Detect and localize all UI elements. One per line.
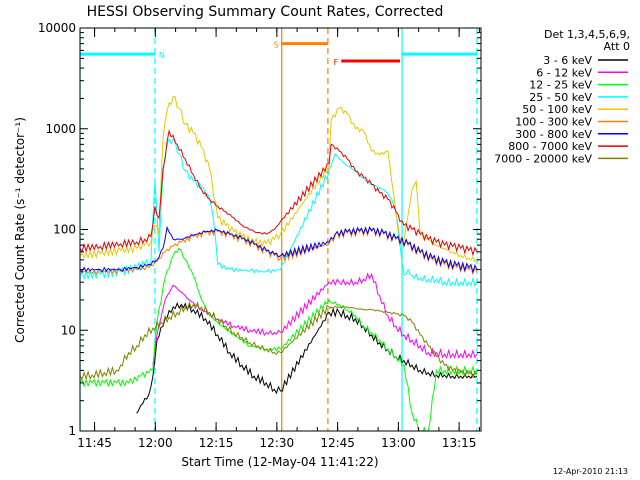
y-axis-label: Corrected Count Rate (s⁻¹ detector⁻¹) [13, 117, 27, 343]
legend-entry-label: 7000 - 20000 keV [494, 152, 592, 165]
x-tick-label: 13:00 [381, 436, 416, 450]
series-line [152, 272, 478, 366]
y-tick-label: 1 [68, 424, 76, 438]
series-line [136, 301, 478, 414]
flare-flag-label: F [334, 58, 339, 67]
y-axis: 1 10 100 1000 10000 [38, 21, 481, 438]
legend-entry-label: 3 - 6 keV [543, 54, 592, 67]
x-tick-label: 12:30 [260, 436, 295, 450]
x-tick-label: 12:00 [138, 436, 173, 450]
saa-flag-label: S [274, 41, 279, 50]
x-axis-label: Start Time (12-May-04 11:41:22) [181, 455, 378, 469]
legend-entry-label: 12 - 25 keV [529, 79, 592, 92]
x-axis: 11:45 12:00 12:15 12:30 12:45 13:00 13:15 [77, 28, 480, 450]
x-tick-label: 12:15 [199, 436, 234, 450]
legend-entry-label: 300 - 800 keV [515, 128, 592, 141]
generation-timestamp: 12-Apr-2010 21:13 [553, 467, 628, 476]
legend-header-detectors: Det 1,3,4,5,6,9, [544, 28, 630, 41]
x-tick-label: 11:45 [77, 436, 112, 450]
series-line [80, 95, 478, 263]
legend-entry-label: 100 - 300 keV [515, 116, 592, 129]
legend-header-attenuator: Att 0 [604, 40, 630, 53]
legend-entry-label: 25 - 50 keV [529, 91, 592, 104]
x-tick-label: 12:45 [320, 436, 355, 450]
series-line [80, 129, 478, 257]
y-tick-label: 10 [61, 323, 76, 337]
y-tick-label: 100 [53, 223, 76, 237]
series-lines [80, 95, 478, 431]
night-flag-label: N [159, 51, 165, 60]
series-line [80, 137, 478, 287]
series-line [80, 300, 478, 381]
chart-title: HESSI Observing Summary Count Rates, Cor… [87, 4, 444, 20]
legend-entry-label: 800 - 7000 keV [508, 140, 592, 153]
series-line [80, 247, 478, 431]
x-tick-label: 13:15 [442, 436, 477, 450]
legend-entry-label: 6 - 12 keV [536, 66, 592, 79]
observation-flag-bars: N S F [80, 41, 477, 67]
series-line [80, 225, 478, 274]
legend-entry-label: 50 - 100 keV [522, 103, 592, 116]
y-tick-label: 1000 [45, 122, 76, 136]
y-tick-label: 10000 [38, 21, 76, 35]
